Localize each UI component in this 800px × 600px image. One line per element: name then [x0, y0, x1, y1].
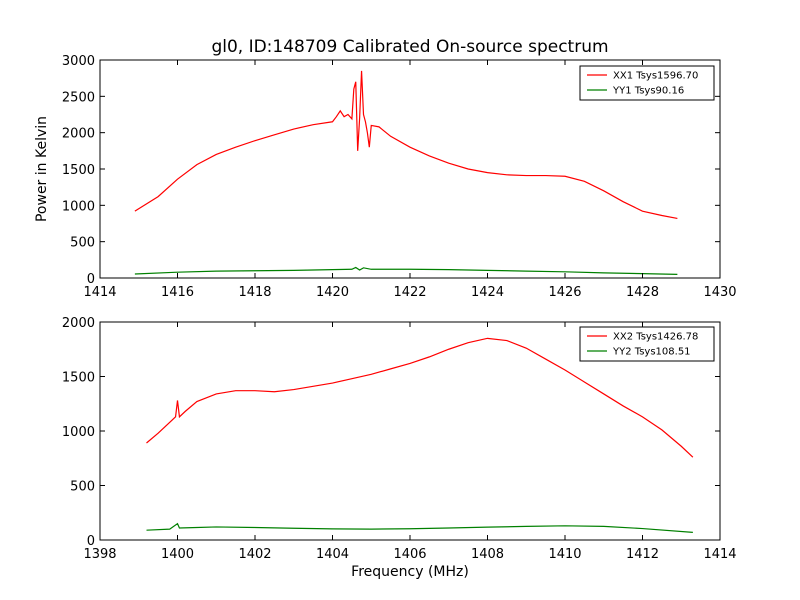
x-tick-label: 1414 [703, 547, 736, 562]
y-tick-label: 0 [87, 272, 95, 287]
legend-label: XX1 Tsys1596.70 [613, 71, 698, 82]
series-line-yy1 [134, 266, 678, 275]
x-tick-label: 1406 [393, 547, 426, 562]
x-tick-label: 1400 [161, 547, 194, 562]
x-tick-label: 1424 [471, 285, 504, 300]
x-tick-label: 1410 [548, 547, 581, 562]
x-tick-label: 1402 [238, 547, 271, 562]
top-panel: 1414 1416 1418 1420 1422 1424 1426 1428 1430 0 500… [62, 54, 737, 300]
y-tick-label: 2000 [62, 127, 95, 142]
x-tick-label: 1398 [83, 547, 116, 562]
y-tick-label: 500 [70, 236, 95, 251]
bottom-panel: 1398 1400 1402 1404 1406 1408 1410 1412 1414 0 500… [62, 316, 737, 562]
x-tick-label: 1412 [626, 547, 659, 562]
x-tick-label: 1430 [703, 285, 736, 300]
y-tick-label: 0 [87, 534, 95, 549]
x-tick-label: 1408 [471, 547, 504, 562]
y-tick-label: 2000 [62, 316, 95, 331]
y-axis-label: Power in Kelvin [34, 116, 50, 222]
chart-title: gl0, ID:148709 Calibrated On-source spec… [211, 37, 608, 57]
y-tick-label: 1500 [62, 371, 95, 386]
legend-box [579, 65, 715, 101]
y-tick-label: 500 [70, 480, 95, 495]
x-tick-label: 1416 [161, 285, 194, 300]
x-axis-label: Frequency (MHz) [351, 564, 469, 580]
x-tick-label: 1420 [316, 285, 349, 300]
y-tick-label: 2500 [62, 90, 95, 105]
legend-label: YY1 Tsys90.16 [612, 86, 684, 97]
x-tick-label: 1426 [548, 285, 581, 300]
series-line-xx1 [134, 70, 678, 219]
x-tick-label: 1418 [238, 285, 271, 300]
y-tick-label: 1000 [62, 199, 95, 214]
series-line-yy2 [146, 522, 693, 533]
x-tick-label: 1404 [316, 547, 349, 562]
legend-label: XX2 Tsys1426.78 [613, 332, 698, 343]
x-tick-label: 1422 [393, 285, 426, 300]
legend-box [579, 326, 715, 362]
legend: XX1 Tsys1596.70 YY1 Tsys90.16 [579, 65, 715, 101]
y-tick-label: 1500 [62, 163, 95, 178]
series-line-xx2 [146, 337, 694, 458]
legend: XX2 Tsys1426.78 YY2 Tsys108.51 [579, 326, 715, 362]
y-tick-label: 3000 [62, 54, 95, 69]
y-tick-label: 1000 [62, 425, 95, 440]
x-tick-label: 1428 [626, 285, 659, 300]
x-tick-label: 1414 [83, 285, 116, 300]
legend-label: YY2 Tsys108.51 [612, 347, 691, 358]
